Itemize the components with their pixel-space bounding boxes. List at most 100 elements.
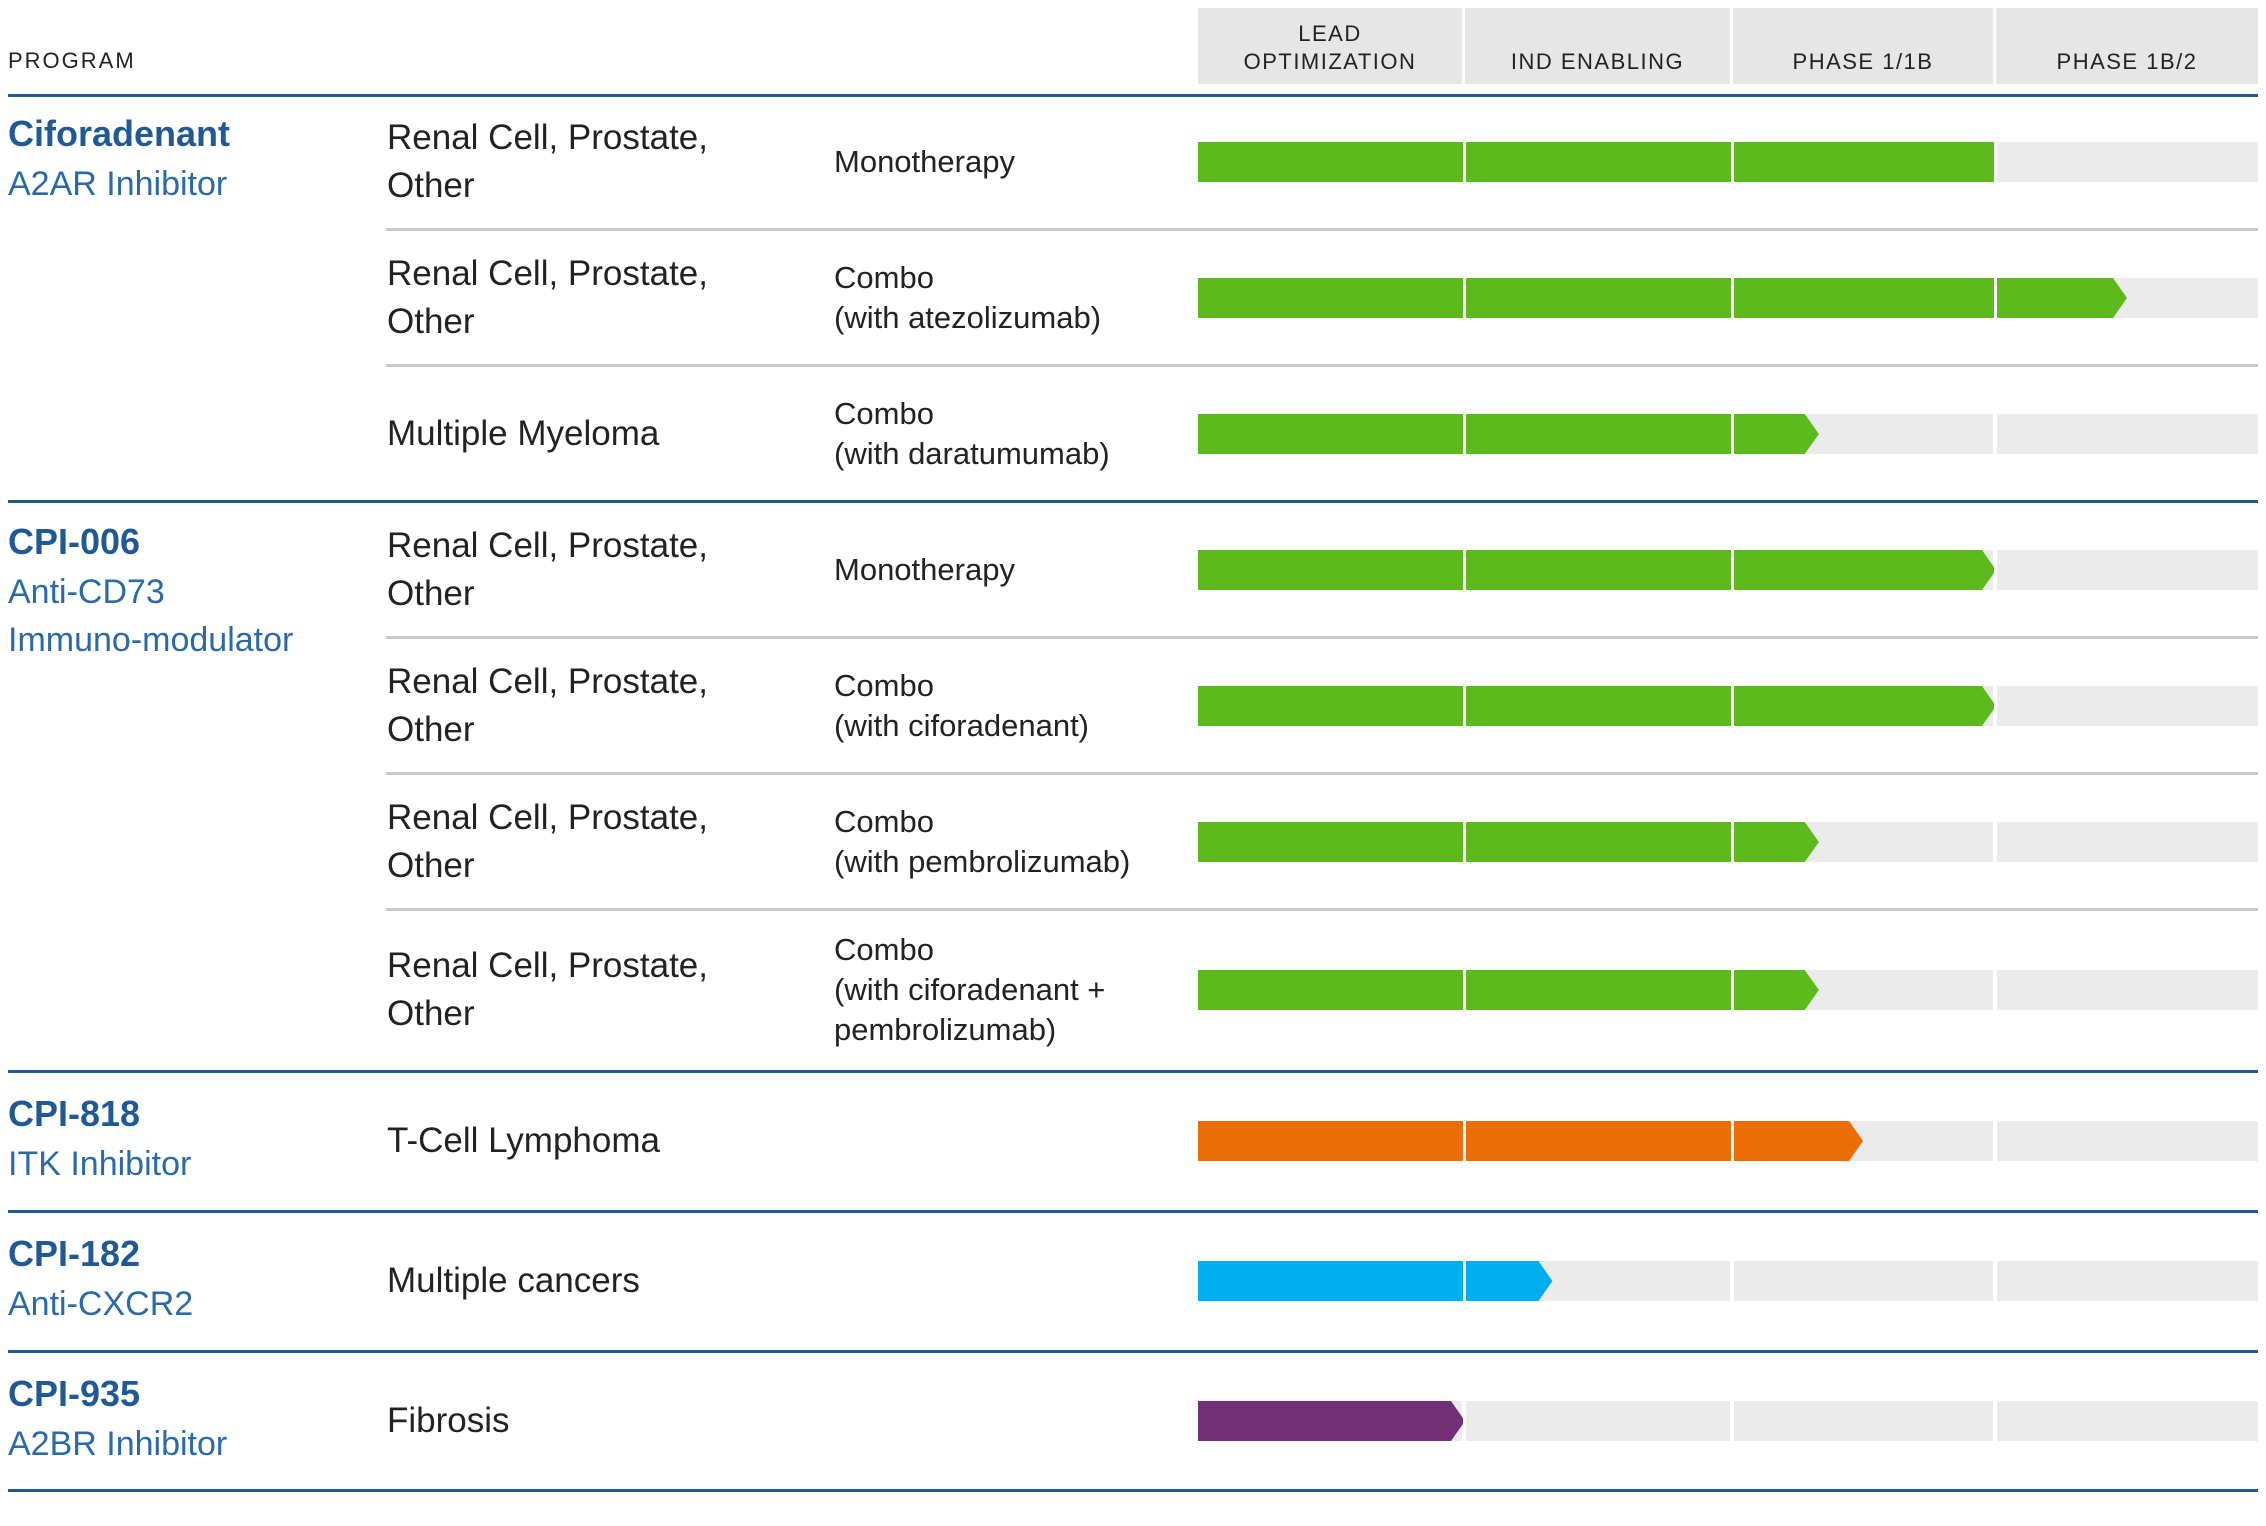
program-column-header: PROGRAM: [8, 48, 136, 73]
program-target: Anti-CD73: [8, 573, 165, 611]
stage-separator: [1463, 1260, 1466, 1302]
progress-bar: [1198, 822, 1819, 862]
indication: Renal Cell, Prostate, Other: [387, 798, 708, 885]
stage-separator: [1731, 413, 1734, 455]
program-target: A2AR Inhibitor: [8, 165, 228, 203]
stage-separator: [1463, 413, 1466, 455]
program-name: Ciforadenant: [8, 113, 231, 154]
indication: Fibrosis: [387, 1401, 510, 1440]
stage-separator: [1731, 821, 1734, 863]
stage-separator: [1994, 685, 1997, 727]
stage-separator: [1994, 413, 1997, 455]
stage-separator: [1731, 141, 1734, 183]
section-divider: [8, 1210, 2258, 1213]
indication: Renal Cell, Prostate, Other: [387, 946, 708, 1033]
stage-separator: [1463, 549, 1466, 591]
progress-bar: [1198, 414, 1819, 454]
stage-separator: [1731, 969, 1734, 1011]
therapy: Combo (with ciforadenant): [834, 668, 1090, 743]
section-divider: [8, 94, 2258, 97]
indication: Renal Cell, Prostate, Other: [387, 254, 708, 341]
row-divider: [386, 228, 2258, 231]
stage-separator: [1731, 1260, 1734, 1302]
stage-track: [1733, 1401, 1993, 1441]
stage-separator: [1463, 277, 1466, 319]
stage-track: [1996, 686, 2258, 726]
phase-header-label: PHASE 1/1B: [1792, 49, 1934, 74]
stage-separator: [1463, 969, 1466, 1011]
row-divider: [386, 636, 2258, 639]
stage-track: [1996, 142, 2258, 182]
progress-bar: [1198, 1401, 1465, 1441]
stage-separator: [1994, 141, 1997, 183]
stage-track: [1996, 1261, 2258, 1301]
stage-separator: [1731, 685, 1734, 727]
phase-header-label: IND ENABLING: [1510, 49, 1685, 74]
program-target: A2BR Inhibitor: [8, 1425, 228, 1463]
indication: Multiple Myeloma: [387, 414, 660, 453]
therapy: Combo (with pembrolizumab): [834, 804, 1131, 879]
progress-bar: [1198, 686, 1996, 726]
section-divider: [8, 1489, 2258, 1492]
stage-separator: [1731, 1120, 1734, 1162]
row-divider: [386, 908, 2258, 911]
stage-track: [1996, 1121, 2258, 1161]
section-divider: [8, 1070, 2258, 1073]
row-divider: [386, 364, 2258, 367]
stage-track: [1996, 822, 2258, 862]
program-target: ITK Inhibitor: [8, 1145, 192, 1183]
stage-separator: [1463, 1400, 1466, 1442]
progress-bar: [1198, 142, 1996, 182]
section-divider: [8, 500, 2258, 503]
indication: T-Cell Lymphoma: [387, 1121, 660, 1160]
stage-separator: [1994, 1120, 1997, 1162]
indication: Renal Cell, Prostate, Other: [387, 526, 708, 613]
stage-track: [1465, 1401, 1730, 1441]
progress-bar: [1198, 550, 1996, 590]
stage-separator: [1463, 685, 1466, 727]
stage-separator: [1994, 1260, 1997, 1302]
program-name: CPI-006: [8, 521, 141, 562]
stage-separator: [1731, 549, 1734, 591]
stage-separator: [1731, 277, 1734, 319]
phase-header-4: PHASE 1B/2: [1996, 8, 2258, 84]
progress-bar: [1198, 1121, 1863, 1161]
therapy: Combo (with daratumumab): [834, 396, 1110, 471]
program-target: Anti-CXCR2: [8, 1285, 194, 1323]
program-name: CPI-182: [8, 1233, 141, 1274]
stage-track: [1733, 1261, 1993, 1301]
phase-header-2: IND ENABLING: [1465, 8, 1730, 84]
progress-bar: [1198, 278, 2127, 318]
stage-separator: [1731, 1400, 1734, 1442]
phase-header-label: PHASE 1B/2: [2056, 49, 2198, 74]
program-name: CPI-818: [8, 1093, 141, 1134]
progress-bar: [1198, 970, 1819, 1010]
program-name: CPI-935: [8, 1373, 141, 1414]
stage-separator: [1463, 821, 1466, 863]
stage-track: [1996, 1401, 2258, 1441]
therapy: Monotherapy: [834, 144, 1015, 179]
indication: Renal Cell, Prostate, Other: [387, 662, 708, 749]
stage-track: [1996, 970, 2258, 1010]
therapy: Monotherapy: [834, 552, 1015, 587]
therapy: Combo (with atezolizumab): [834, 260, 1102, 335]
stage-track: [1996, 414, 2258, 454]
program-target: Immuno-modulator: [8, 621, 294, 659]
phase-header-label: LEAD OPTIMIZATION: [1243, 21, 1417, 74]
phase-header-1: LEAD OPTIMIZATION: [1198, 8, 1462, 84]
phase-header-3: PHASE 1/1B: [1733, 8, 1993, 84]
section-divider: [8, 1350, 2258, 1353]
indication: Multiple cancers: [387, 1261, 640, 1300]
therapy: Combo (with ciforadenant + pembrolizumab…: [834, 932, 1106, 1047]
stage-separator: [1994, 821, 1997, 863]
row-divider: [386, 772, 2258, 775]
stage-separator: [1994, 969, 1997, 1011]
stage-separator: [1994, 549, 1997, 591]
stage-separator: [1463, 141, 1466, 183]
stage-separator: [1994, 277, 1997, 319]
indication: Renal Cell, Prostate, Other: [387, 118, 708, 205]
stage-separator: [1463, 1120, 1466, 1162]
stage-track: [1996, 550, 2258, 590]
